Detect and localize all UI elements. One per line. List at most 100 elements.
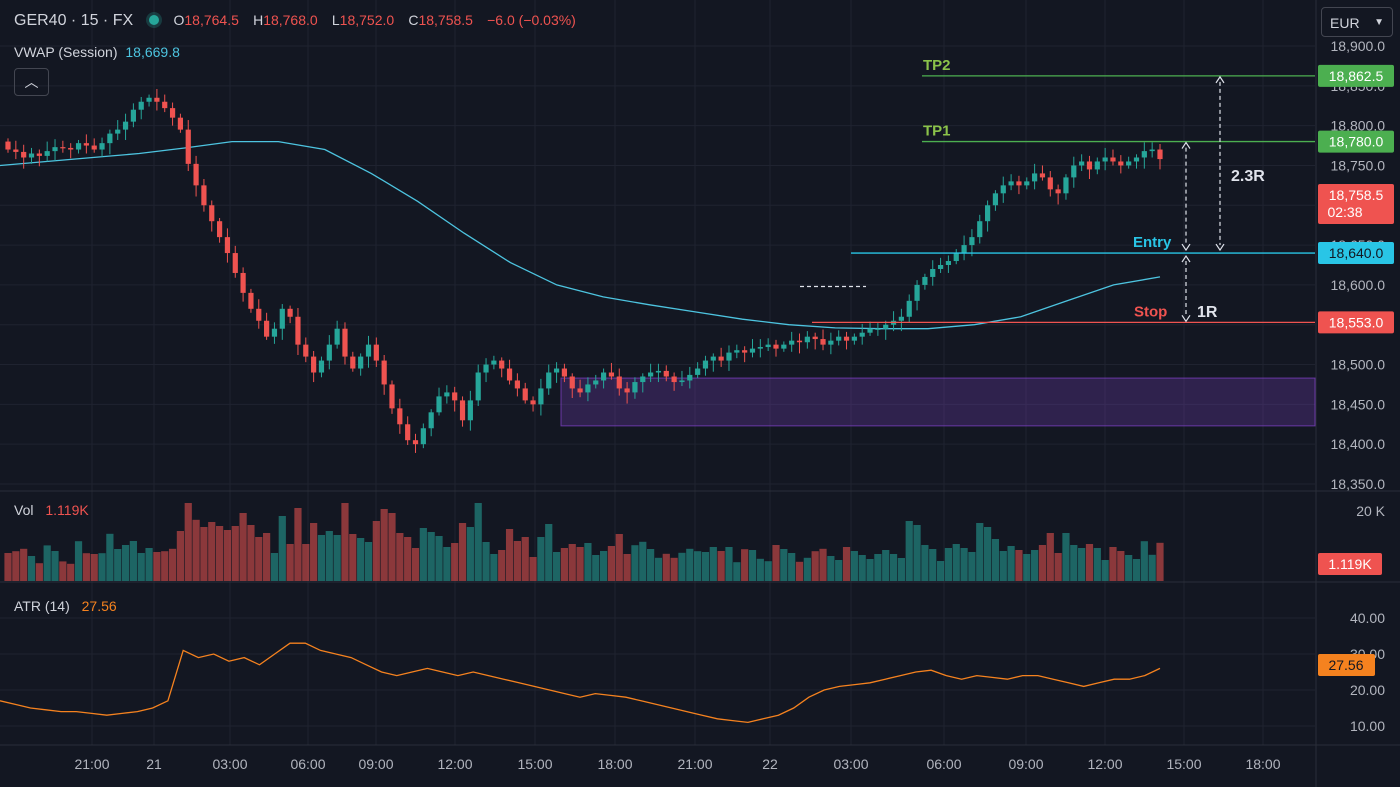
candle-body <box>546 372 552 389</box>
reward2-arrow-down-icon <box>1215 243 1225 252</box>
candle-body <box>600 372 607 381</box>
current-price-text: 18,758.5 <box>1329 187 1384 203</box>
candle-body <box>491 360 497 365</box>
candle-body <box>828 340 834 345</box>
volume-bar <box>835 560 843 581</box>
volume-bar <box>200 527 208 581</box>
volume-bar <box>874 554 882 581</box>
volume-bar <box>811 551 819 581</box>
candle-body <box>311 356 317 373</box>
candle-body <box>68 147 74 150</box>
time-tick: 21 <box>146 756 162 772</box>
candle-body <box>216 221 223 238</box>
volume-bar <box>521 537 529 581</box>
candle-body <box>616 376 622 389</box>
candle-body <box>1126 161 1132 166</box>
candle-body <box>789 340 795 345</box>
volume-bar <box>12 551 20 581</box>
candle-body <box>381 360 387 385</box>
candle-body <box>851 336 857 341</box>
candle-body <box>663 370 669 377</box>
candle-body <box>99 143 105 150</box>
volume-bar <box>255 537 263 581</box>
candle-body <box>922 276 928 285</box>
candle-body <box>906 300 912 317</box>
volume-bar <box>772 545 780 581</box>
candle-body <box>146 97 152 102</box>
reward2-arrow-up-icon <box>1215 75 1225 84</box>
volume-bar <box>670 557 678 581</box>
candle-body <box>977 221 983 238</box>
volume-bar <box>388 513 396 581</box>
vwap-polyline <box>0 140 1161 330</box>
level-label-stop: Stop <box>1134 303 1167 320</box>
candle-body <box>303 344 309 357</box>
candle-body <box>718 356 724 361</box>
time-tick: 15:00 <box>517 756 552 772</box>
volume-bar <box>827 556 835 581</box>
volume-bar <box>498 550 506 581</box>
price-tick: 18,400.0 <box>1331 436 1386 452</box>
time-tick: 03:00 <box>833 756 868 772</box>
volume-bar <box>780 549 788 581</box>
currency-select[interactable]: EUR ▼ <box>1321 7 1393 37</box>
candle-body <box>781 344 787 349</box>
volume-bar <box>184 503 192 581</box>
volume-bar <box>1125 555 1133 581</box>
volume-bar <box>599 551 608 581</box>
price-tick: 18,750.0 <box>1331 157 1386 173</box>
volume-bar <box>482 542 490 581</box>
volume-legend[interactable]: Vol 1.119K <box>14 502 89 518</box>
volume-bar <box>129 541 137 581</box>
volume-bar <box>976 523 984 581</box>
vwap-legend[interactable]: VWAP (Session) 18,669.8 <box>14 44 180 60</box>
candle-body <box>679 380 685 383</box>
volume-bar <box>396 533 404 581</box>
collapse-legend-button[interactable]: ︿ <box>14 68 49 96</box>
volume-bar <box>701 552 710 581</box>
candle-body <box>115 129 121 134</box>
volume-bar <box>592 555 600 581</box>
volume-bar <box>952 544 960 581</box>
volume-bar <box>842 547 851 581</box>
time-tick: 06:00 <box>926 756 961 772</box>
atr-legend[interactable]: ATR (14) 27.56 <box>14 598 117 614</box>
candle-body <box>867 328 873 333</box>
candle-body <box>52 147 58 152</box>
o-label: O <box>173 12 185 28</box>
h-value: 18,768.0 <box>263 12 318 28</box>
time-tick: 12:00 <box>1087 756 1122 772</box>
volume-bar <box>310 523 318 581</box>
volume-bar <box>1156 542 1164 581</box>
time-axis: 21:00 21 03:00 06:00 09:00 12:00 15:00 18:00 21:… <box>74 756 1280 772</box>
volume-tick: 20 K <box>1356 503 1385 519</box>
change-value: −6.0 (−0.03%) <box>487 12 576 28</box>
candle-body <box>420 428 426 445</box>
volume-bar <box>411 548 420 581</box>
candle-body <box>169 108 176 118</box>
candle-body <box>358 356 364 369</box>
volume-bar <box>1109 547 1117 581</box>
candle-body <box>193 163 199 186</box>
candle-body <box>640 376 646 383</box>
volume-bar <box>584 543 592 581</box>
symbol-title[interactable]: GER40 · 15 · FX <box>14 12 134 29</box>
l-label: L <box>331 12 340 28</box>
candle-body <box>350 356 356 369</box>
candle-body <box>569 376 575 389</box>
candle-body <box>804 336 810 343</box>
candle-body <box>467 400 473 421</box>
candle-body <box>820 339 826 345</box>
candle-body <box>342 328 348 357</box>
candle-body <box>36 153 42 156</box>
volume-bar <box>803 557 811 581</box>
volume-bar <box>741 549 749 581</box>
volume-bar <box>983 527 992 581</box>
volume-bar <box>286 544 294 581</box>
candle-body <box>295 316 301 345</box>
candle-body <box>984 205 991 222</box>
volume-bar <box>944 548 953 581</box>
o-value: 18,764.5 <box>184 12 239 28</box>
reward1-arrow-down-icon <box>1181 243 1191 252</box>
